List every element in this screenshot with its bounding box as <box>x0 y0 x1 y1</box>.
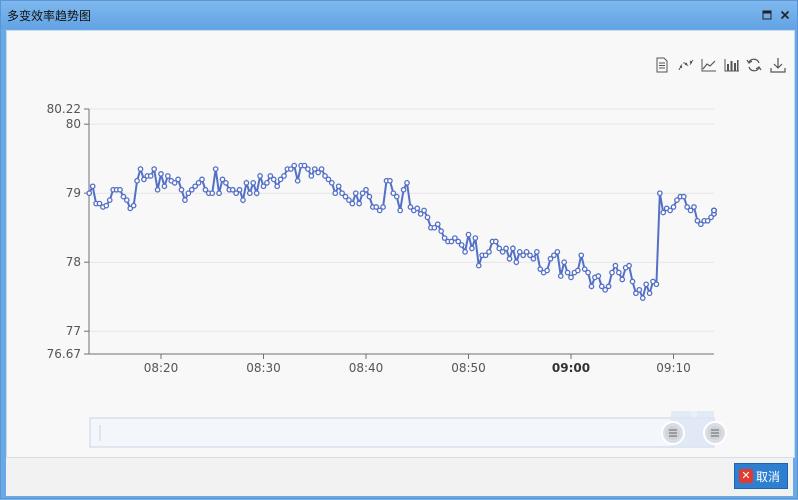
datazoom-right-handle[interactable] <box>703 421 727 445</box>
restore-icon[interactable] <box>745 56 763 74</box>
title-bar[interactable]: 多变效率趋势图 <box>1 1 797 29</box>
cancel-icon: ✕ <box>739 469 753 483</box>
close-icon[interactable] <box>778 8 792 22</box>
line-chart-icon[interactable] <box>700 56 718 74</box>
save-image-icon[interactable] <box>769 56 787 74</box>
maximize-icon[interactable] <box>760 8 774 22</box>
scatter-icon[interactable] <box>677 56 695 74</box>
datazoom-left-handle[interactable] <box>661 421 685 445</box>
data-view-icon[interactable] <box>653 56 671 74</box>
window-title: 多变效率趋势图 <box>7 9 92 23</box>
datazoom-track[interactable] <box>89 417 715 448</box>
cancel-button[interactable]: ✕ 取消 <box>734 463 788 489</box>
datazoom-grip: ||| <box>691 411 697 418</box>
bar-chart-icon[interactable] <box>723 56 741 74</box>
dialog-footer <box>6 457 793 496</box>
cancel-label: 取消 <box>756 469 781 484</box>
